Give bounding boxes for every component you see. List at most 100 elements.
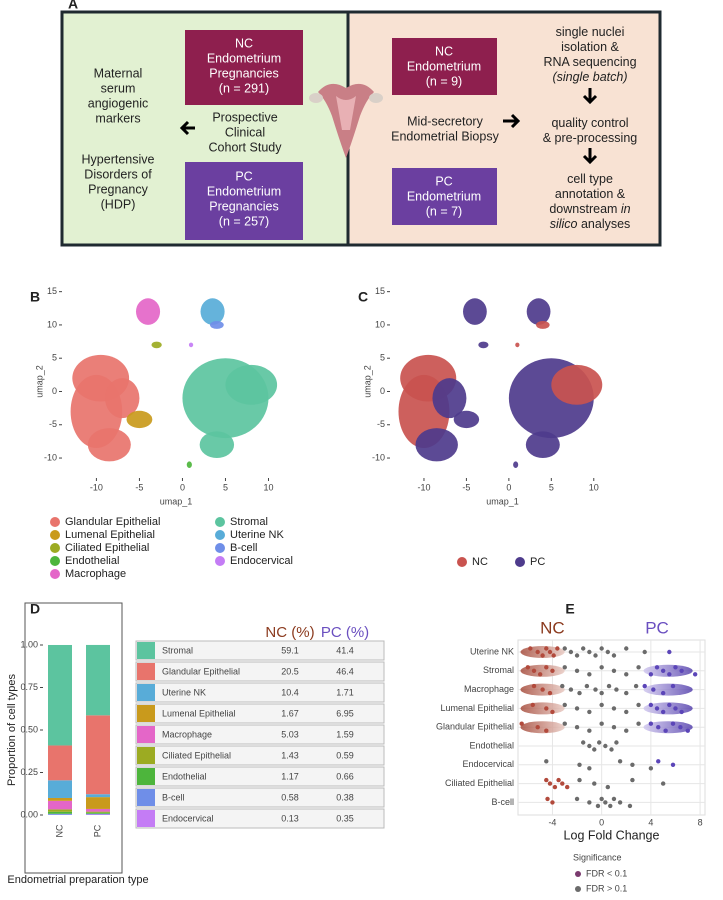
label: -4 <box>548 817 556 827</box>
pc-value: 41.4 <box>336 645 354 655</box>
cell-cluster <box>200 298 225 325</box>
label: Proportion of cell types <box>6 674 18 786</box>
point <box>587 649 592 655</box>
point <box>679 668 684 673</box>
point <box>611 668 617 673</box>
step-text-part: RNA sequencing <box>543 55 636 69</box>
point <box>535 649 540 655</box>
point <box>660 668 666 673</box>
cell-cluster <box>105 378 140 419</box>
label: PC <box>235 169 252 183</box>
point <box>685 728 690 733</box>
row-band <box>135 724 385 745</box>
point <box>654 665 660 670</box>
bar-segment <box>48 809 72 812</box>
point <box>670 762 676 767</box>
point <box>648 702 654 708</box>
label: umap_1 <box>486 496 519 506</box>
point <box>648 721 654 726</box>
row-swatch <box>137 705 155 722</box>
label: Lumenal Epithelial <box>440 703 514 713</box>
panel-label: B <box>30 289 40 305</box>
point <box>587 743 592 749</box>
label: 0 <box>599 817 604 827</box>
point <box>654 706 660 711</box>
point <box>627 803 633 809</box>
point <box>673 665 678 670</box>
label: 8 <box>698 817 703 827</box>
label: Endometrium <box>407 189 481 203</box>
point <box>587 672 592 677</box>
point <box>537 672 543 677</box>
point <box>562 665 567 670</box>
point <box>592 747 597 752</box>
point <box>611 653 617 658</box>
cell-cluster <box>478 341 489 349</box>
step-text: downstream in <box>549 202 630 216</box>
label: Macrophage <box>464 684 514 694</box>
label: PC <box>645 618 669 637</box>
panel-label: D <box>30 601 40 617</box>
label: Endometrial Biopsy <box>391 129 499 143</box>
cell-cluster <box>551 364 603 405</box>
row-swatch <box>137 684 155 701</box>
label: -5 <box>135 482 143 492</box>
nc-value: 1.17 <box>281 771 299 781</box>
point <box>562 721 567 726</box>
point <box>636 702 641 708</box>
cell-cluster <box>525 431 560 459</box>
panel-label: E <box>565 601 574 617</box>
step-text: annotation & <box>555 187 626 201</box>
cell-cluster <box>463 298 487 325</box>
legend-label: PC <box>530 556 545 568</box>
label: -5 <box>49 419 57 429</box>
label: 10 <box>375 319 385 329</box>
point <box>656 759 661 764</box>
label: 5 <box>549 482 554 492</box>
point <box>651 687 656 692</box>
violin <box>520 721 565 734</box>
nc-biopsy-box <box>392 38 497 95</box>
point <box>599 665 604 670</box>
point <box>562 646 567 651</box>
nc-value: 20.5 <box>281 666 299 676</box>
bar-segment <box>86 811 110 813</box>
label: PC <box>435 174 452 188</box>
point <box>551 653 556 658</box>
point <box>606 683 612 689</box>
row-band <box>135 640 385 661</box>
legend-label: Uterine NK <box>230 529 284 541</box>
point <box>599 690 604 696</box>
legend-label: Glandular Epithelial <box>65 516 160 528</box>
point <box>544 777 549 783</box>
point <box>577 777 582 783</box>
label: 15 <box>375 286 385 296</box>
step-text: & pre-processing <box>543 131 638 145</box>
step-text: cell type <box>567 172 613 186</box>
point <box>609 747 614 752</box>
label: 4 <box>648 817 653 827</box>
nc-value: 0.58 <box>281 792 299 802</box>
step-text-part: in <box>621 202 631 216</box>
arrow <box>179 120 195 136</box>
row-label: Stromal <box>162 645 193 655</box>
point <box>633 683 639 689</box>
point <box>540 653 545 658</box>
pc-value: 46.4 <box>336 666 354 676</box>
point <box>603 800 608 805</box>
cell-cluster <box>432 378 467 419</box>
point <box>670 721 676 726</box>
row-swatch <box>137 768 155 785</box>
label: -10 <box>90 482 103 492</box>
point <box>670 683 676 689</box>
pc-value: 1.71 <box>336 687 354 697</box>
label: 0.00 <box>20 809 38 819</box>
row-label: Endothelial <box>162 771 207 781</box>
point <box>624 709 629 715</box>
point <box>608 803 613 809</box>
step-text-part: analyses <box>577 217 630 231</box>
label: Prospective <box>212 110 277 124</box>
point <box>605 784 611 790</box>
point <box>630 762 635 767</box>
point <box>663 728 668 733</box>
